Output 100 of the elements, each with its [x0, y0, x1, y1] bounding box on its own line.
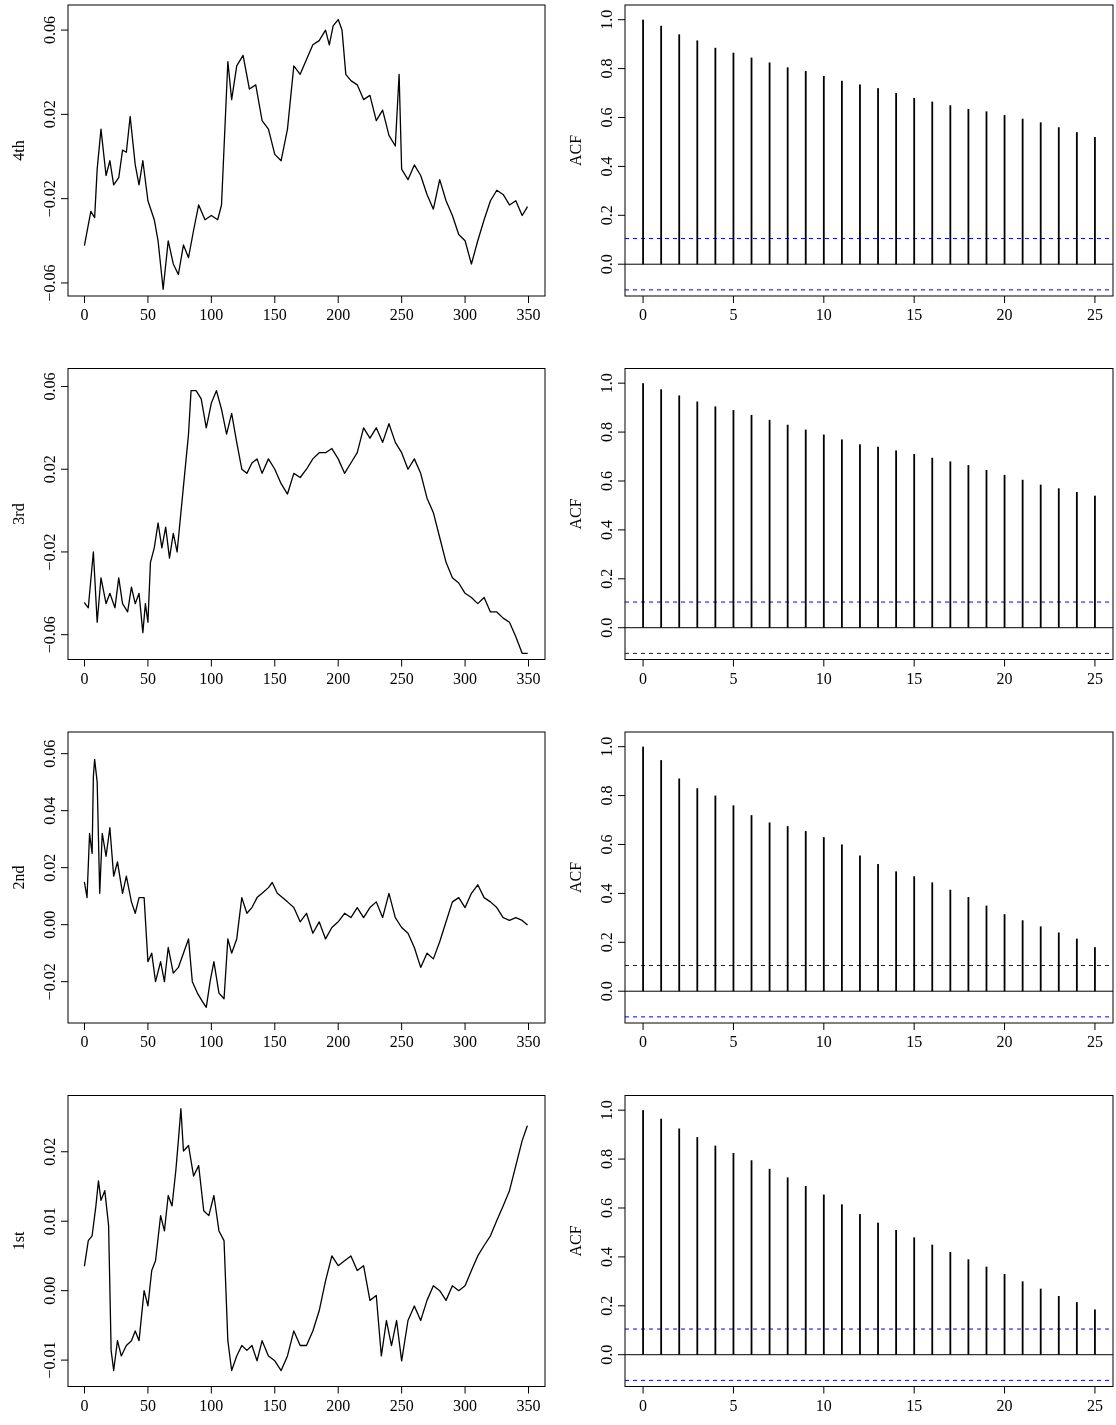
x-tick-label: 350: [516, 669, 541, 687]
y-tick-label: 0.0: [598, 617, 615, 638]
y-tick-label: 0.00: [41, 910, 58, 939]
x-tick-label: 0: [639, 1396, 648, 1414]
y-axis-title: ACF: [567, 498, 584, 530]
y-tick-label: 0.02: [41, 455, 58, 484]
y-tick-label: 0.01: [41, 1207, 58, 1236]
x-tick-label: 15: [906, 669, 923, 687]
x-tick-label: 15: [906, 1033, 923, 1050]
x-tick-label: 10: [815, 306, 832, 323]
x-tick-label: 100: [199, 306, 224, 323]
y-tick-label: 0.8: [598, 58, 615, 79]
y-axis-title: ACF: [567, 1225, 584, 1257]
y-tick-label: 0.02: [41, 1137, 58, 1166]
x-tick-label: 100: [199, 669, 224, 687]
x-tick-label: 20: [996, 306, 1013, 323]
x-tick-label: 0: [639, 1033, 648, 1050]
x-tick-label: 250: [389, 1033, 414, 1050]
x-tick-label: 250: [389, 669, 414, 687]
x-tick-label: 20: [996, 1033, 1013, 1050]
x-tick-label: 300: [453, 1396, 478, 1414]
y-tick-label: 0.02: [41, 100, 58, 129]
y-tick-label: 0.0: [598, 981, 615, 1002]
x-tick-label: 150: [262, 306, 287, 323]
y-tick-label: 0.0: [598, 254, 615, 275]
y-tick-label: 0.06: [41, 16, 58, 45]
x-tick-label: 20: [996, 1396, 1013, 1414]
y-tick-label: −0.02: [41, 963, 58, 1001]
y-tick-label: −0.06: [41, 616, 58, 654]
x-tick-label: 200: [326, 306, 351, 323]
y-tick-label: 0.4: [598, 156, 615, 177]
x-tick-label: 350: [516, 1033, 541, 1050]
x-tick-label: 250: [389, 1396, 414, 1414]
y-tick-label: −0.02: [41, 533, 58, 571]
y-tick-label: 0.6: [598, 834, 615, 855]
x-tick-label: 0: [639, 306, 648, 323]
y-tick-label: 1.0: [598, 736, 615, 757]
x-tick-label: 50: [139, 1033, 156, 1050]
y-tick-label: 0.8: [598, 422, 615, 443]
y-tick-label: 1.0: [598, 9, 615, 30]
y-tick-label: 0.4: [598, 519, 615, 540]
x-tick-label: 0: [80, 306, 89, 323]
x-tick-label: 200: [326, 1396, 351, 1414]
x-tick-label: 10: [815, 1396, 832, 1414]
x-tick-label: 0: [80, 1033, 89, 1050]
y-tick-label: 1.0: [598, 1100, 615, 1121]
x-tick-label: 200: [326, 1033, 351, 1050]
x-tick-label: 5: [729, 1396, 738, 1414]
y-tick-label: 0.2: [598, 205, 615, 226]
x-tick-label: 150: [262, 1396, 287, 1414]
x-tick-label: 0: [639, 669, 648, 687]
x-tick-label: 20: [996, 669, 1013, 687]
y-tick-label: 0.6: [598, 470, 615, 491]
x-tick-label: 150: [262, 669, 287, 687]
x-tick-label: 300: [453, 1033, 478, 1050]
x-tick-label: 100: [199, 1396, 224, 1414]
y-axis-title: 1st: [10, 1231, 27, 1251]
x-tick-label: 5: [729, 669, 738, 687]
x-tick-label: 15: [906, 1396, 923, 1414]
y-tick-label: 0.02: [41, 853, 58, 882]
y-tick-label: 0.8: [598, 1149, 615, 1170]
x-tick-label: 350: [516, 1396, 541, 1414]
x-tick-label: 200: [326, 669, 351, 687]
x-tick-label: 50: [139, 1396, 156, 1414]
x-tick-label: 25: [1086, 1396, 1103, 1414]
y-tick-label: 0.2: [598, 932, 615, 953]
y-tick-label: 0.0: [598, 1344, 615, 1365]
x-tick-label: 50: [139, 306, 156, 323]
y-axis-title: ACF: [567, 134, 584, 167]
y-tick-label: −0.01: [41, 1341, 58, 1379]
x-tick-label: 15: [906, 306, 923, 323]
x-tick-label: 300: [453, 669, 478, 687]
x-tick-label: 50: [139, 669, 156, 687]
x-tick-label: 25: [1086, 669, 1103, 687]
x-tick-label: 100: [199, 1033, 224, 1050]
y-axis-title: ACF: [567, 861, 584, 894]
x-tick-label: 5: [729, 306, 738, 323]
y-tick-label: 0.00: [41, 1276, 58, 1305]
x-tick-label: 150: [262, 1033, 287, 1050]
y-tick-label: −0.06: [41, 264, 58, 302]
x-tick-label: 25: [1086, 1033, 1103, 1050]
x-tick-label: 0: [80, 1396, 89, 1414]
x-tick-label: 5: [729, 1033, 738, 1050]
x-tick-label: 10: [815, 669, 832, 687]
y-tick-label: 1.0: [598, 373, 615, 394]
y-tick-label: 0.4: [598, 1246, 615, 1267]
x-tick-label: 300: [453, 306, 478, 323]
y-axis-title: 4th: [10, 140, 27, 161]
y-tick-label: 0.8: [598, 785, 615, 806]
x-tick-label: 0: [80, 669, 89, 687]
y-tick-label: 0.04: [41, 796, 58, 825]
y-tick-label: 0.2: [598, 1295, 615, 1316]
y-tick-label: 0.06: [41, 739, 58, 768]
x-tick-label: 250: [389, 306, 414, 323]
x-tick-label: 25: [1086, 306, 1103, 323]
y-tick-label: 0.2: [598, 568, 615, 589]
y-axis-title: 3rd: [10, 503, 27, 525]
y-tick-label: 0.06: [41, 372, 58, 401]
y-tick-label: 0.6: [598, 1197, 615, 1218]
x-tick-label: 350: [516, 306, 541, 323]
